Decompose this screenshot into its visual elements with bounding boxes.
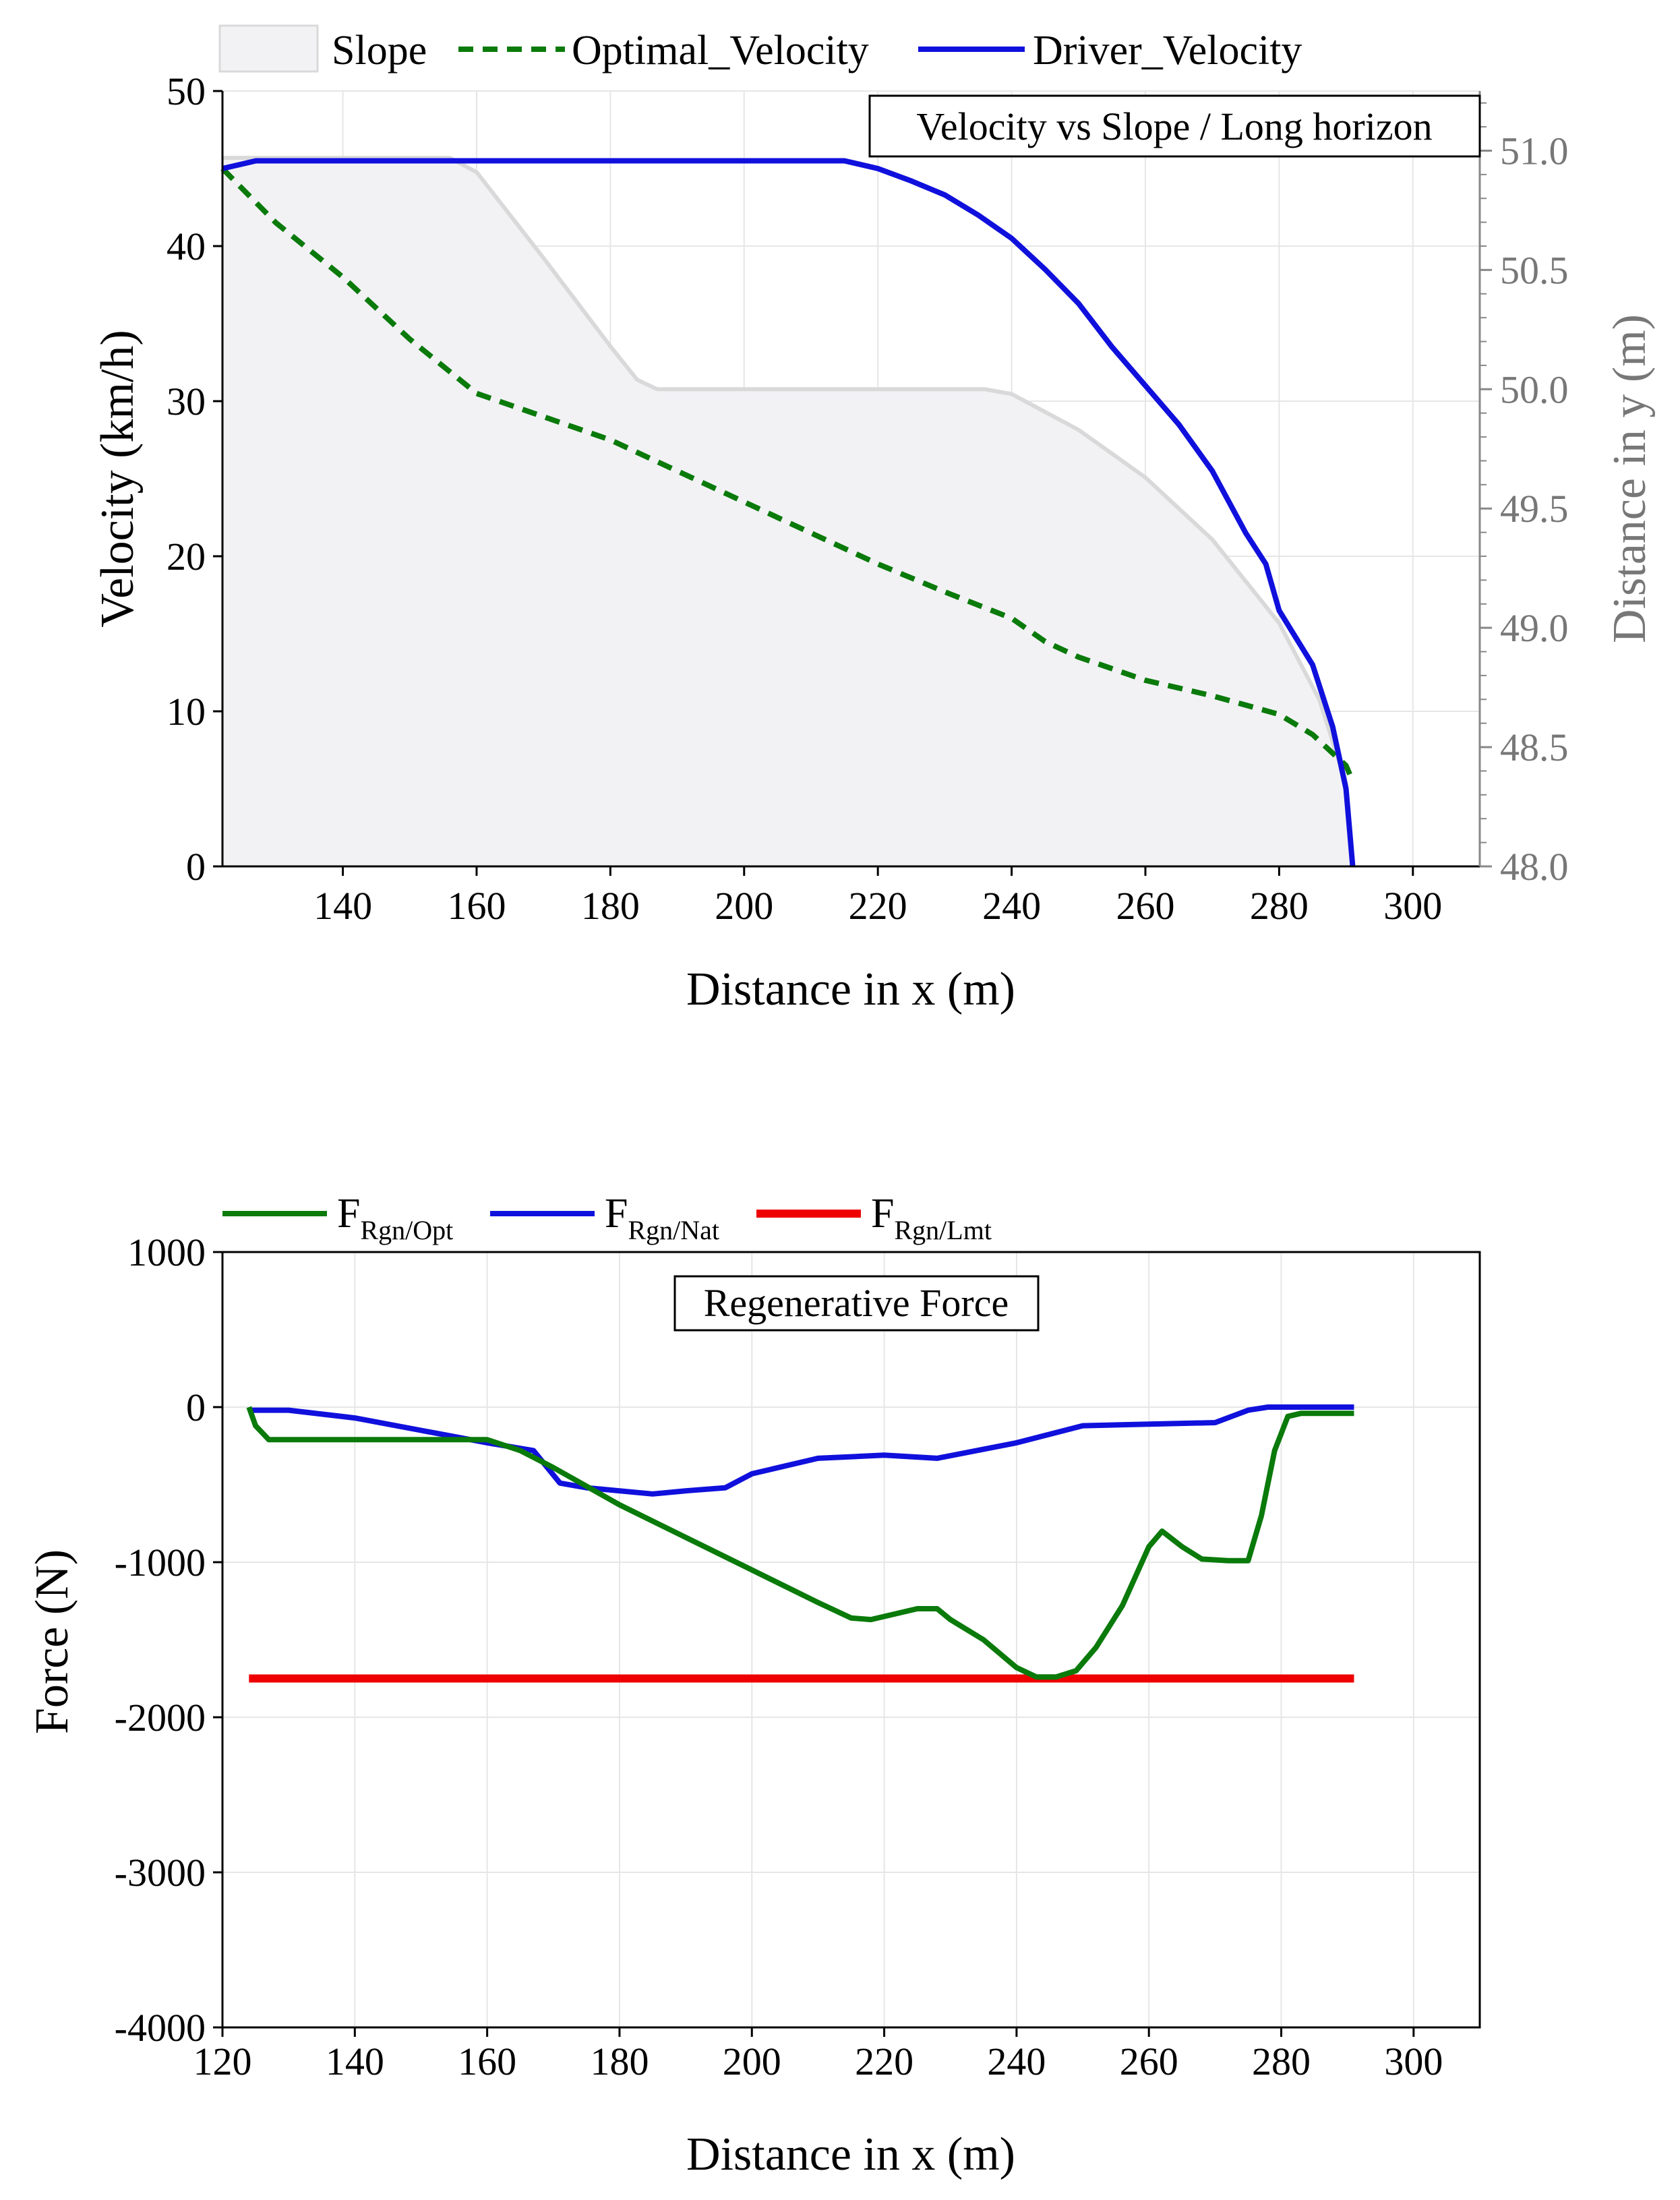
velocity-y-tick-label: 50: [167, 69, 206, 113]
velocity-y2-ticks: 48.0 48.5 49.0 49.5 50.0 50.5 51.0: [1480, 102, 1569, 889]
legend-label-lmt: FRgn/Lmt: [871, 1191, 992, 1245]
legend-label-nat-sub: Rgn/Nat: [628, 1215, 719, 1245]
legend-label-nat: FRgn/Nat: [605, 1191, 719, 1245]
force-legend: FRgn/Opt FRgn/Nat FRgn/Lmt: [222, 1191, 992, 1245]
velocity-title-box: [868, 94, 1481, 158]
force-x-tick-label: 300: [1384, 2040, 1443, 2083]
force-chart-title: Regenerative Force: [704, 1281, 1009, 1325]
velocity-x-tick-label: 260: [1116, 884, 1174, 928]
velocity-y2-tick-label: 51.0: [1500, 129, 1569, 173]
legend-label-slope: Slope: [332, 28, 427, 73]
velocity-x-tick-label: 200: [715, 884, 773, 928]
force-x-tick-label: 160: [458, 2040, 516, 2083]
legend-label-lmt-base: F: [871, 1191, 894, 1237]
legend-label-optimal: Optimal_Velocity: [572, 28, 869, 73]
slope-area: [222, 158, 1353, 867]
velocity-x-tick-label: 220: [849, 884, 907, 928]
velocity-legend: Slope Optimal_Velocity Driver_Velocity: [218, 24, 1302, 73]
legend-label-nat-base: F: [605, 1191, 628, 1237]
velocity-y2-tick-label: 49.5: [1500, 487, 1569, 531]
velocity-y-tick-label: 40: [167, 225, 206, 268]
force-x-tick-label: 200: [723, 2040, 781, 2083]
force-y-tick-label: 1000: [127, 1230, 206, 1274]
force-x-tick-label: 240: [987, 2040, 1046, 2083]
force-y-tick-label: 0: [186, 1386, 206, 1429]
force-grid: [222, 1251, 1480, 2028]
force-x-tick-label: 180: [590, 2040, 649, 2083]
velocity-x-tick-label: 180: [581, 884, 640, 928]
legend-label-opt: FRgn/Opt: [337, 1191, 453, 1245]
force-y-tick-label: -4000: [115, 2006, 206, 2050]
legend-swatch-slope: [218, 24, 319, 73]
force-y-tick-label: -2000: [115, 1696, 206, 1740]
force-optimal-line: [246, 1406, 1354, 1680]
force-title-box: [673, 1275, 1040, 1332]
force-x-tick-label: 260: [1120, 2040, 1178, 2083]
force-x-tick-label: 120: [193, 2040, 252, 2083]
legend-label-opt-sub: Rgn/Opt: [360, 1215, 453, 1245]
force-x-axis-label: Distance in x (m): [686, 2129, 1015, 2180]
velocity-chart-title: Velocity vs Slope / Long horizon: [916, 105, 1432, 148]
force-y-tick-label: -3000: [115, 1851, 206, 1895]
force-y-tick-label: -1000: [115, 1541, 206, 1584]
velocity-chart: 140 160 180 200 220 240 260 280 300 01020304050 …: [92, 24, 1656, 1015]
velocity-y2-tick-label: 49.0: [1500, 606, 1569, 650]
force-x-ticks: 120 140 160 180 200 220 240 260 280 300: [193, 2027, 1443, 2083]
force-y-axis-label: Force (N): [26, 1549, 78, 1734]
velocity-y-tick-label: 30: [167, 380, 206, 423]
force-x-tick-label: 140: [326, 2040, 384, 2083]
velocity-y-tick-label: 20: [167, 535, 206, 578]
legend-label-driver: Driver_Velocity: [1033, 28, 1302, 73]
velocity-x-tick-label: 160: [447, 884, 506, 928]
slope-edge-line: [222, 156, 1355, 867]
velocity-y2-axis-label: Distance in y (m): [1604, 314, 1656, 643]
velocity-y-axis-label: Velocity (km/h): [92, 330, 144, 627]
velocity-x-tick-label: 300: [1383, 884, 1442, 928]
force-y-ticks: 1000 0 -1000 -2000 -3000 -4000: [115, 1230, 222, 2050]
velocity-y-ticks: 0 10 20 30 40 50: [167, 69, 222, 889]
force-x-tick-label: 220: [855, 2040, 913, 2083]
velocity-y2-tick-label: 48.5: [1500, 725, 1569, 769]
force-x-tick-label: 280: [1252, 2040, 1311, 2083]
velocity-y-tick-label: 10: [167, 690, 206, 734]
force-natural-line: [249, 1404, 1354, 1497]
velocity-x-tick-label: 280: [1250, 884, 1309, 928]
velocity-x-axis-label: Distance in x (m): [686, 963, 1015, 1015]
velocity-y2-tick-label: 50.5: [1500, 248, 1569, 292]
velocity-y-tick-label: 0: [186, 845, 206, 889]
velocity-y2-tick-label: 48.0: [1500, 845, 1569, 889]
velocity-y2-tick-label: 50.0: [1500, 367, 1569, 411]
velocity-x-tick-label: 240: [982, 884, 1041, 928]
velocity-x-ticks: 140 160 180 200 220 240 260 280 300: [313, 866, 1442, 928]
legend-label-lmt-sub: Rgn/Lmt: [894, 1215, 991, 1245]
legend-label-opt-base: F: [337, 1191, 360, 1237]
force-chart: 120 140 160 180 200 220 240 260 280 300 1000 0 -100…: [26, 1191, 1481, 2180]
velocity-x-tick-label: 140: [313, 884, 372, 928]
driver-velocity-line: [222, 158, 1356, 867]
force-plot-frame: [221, 1251, 1481, 2029]
